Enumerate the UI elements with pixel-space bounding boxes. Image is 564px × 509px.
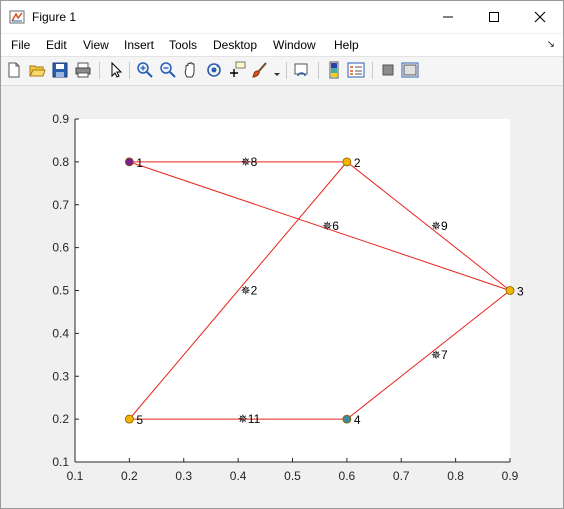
toolbar-separator (318, 62, 319, 79)
menu-view[interactable]: View (83, 38, 109, 52)
maximize-icon (489, 12, 499, 22)
edge-label: ✵7 (431, 348, 448, 362)
menu-edit[interactable]: Edit (46, 38, 67, 52)
window-title: Figure 1 (32, 10, 77, 24)
close-icon (534, 11, 546, 23)
menu-bar: File Edit View Insert Tools Desktop Wind… (1, 34, 563, 57)
minimize-button[interactable] (425, 1, 471, 33)
zoom-out-icon[interactable] (159, 61, 177, 79)
graph-node[interactable] (505, 286, 515, 295)
show-plot-tools-icon[interactable] (401, 61, 419, 79)
edge-label: ✵2 (241, 284, 258, 298)
menu-help[interactable]: Help (334, 38, 359, 52)
node-label: 3 (517, 285, 524, 299)
graph-edge[interactable] (346, 161, 511, 291)
data-cursor-icon[interactable] (228, 61, 246, 79)
x-tick-label: 0.6 (339, 469, 356, 483)
edge-label: ✵11 (238, 412, 261, 426)
pan-hand-icon[interactable] (182, 61, 200, 79)
y-tick-label: 0.5 (52, 284, 69, 298)
y-tick-label: 0.8 (52, 155, 69, 169)
new-figure-icon[interactable] (5, 61, 23, 79)
y-tick-label: 0.3 (52, 369, 69, 383)
maximize-button[interactable] (471, 1, 517, 33)
brush-icon[interactable] (251, 61, 269, 79)
x-tick-label: 0.7 (393, 469, 410, 483)
link-plot-icon[interactable] (293, 61, 311, 79)
legend-icon[interactable] (347, 61, 365, 79)
close-button[interactable] (517, 1, 563, 33)
hide-plot-tools-icon[interactable] (379, 61, 397, 79)
rotate-3d-icon[interactable] (205, 61, 223, 79)
figure-canvas: 0.1 0.2 0.3 0.4 0.5 0.6 0.7 0.8 0.9 0.1 0.2 0.3 0.4 0… (1, 86, 563, 508)
node-label: 2 (354, 156, 361, 170)
x-tick-label: 0.9 (502, 469, 519, 483)
x-tick-label: 0.1 (67, 469, 84, 483)
graph-edge[interactable] (128, 161, 348, 420)
y-tick-label: 0.9 (52, 112, 69, 126)
x-tick-label: 0.8 (447, 469, 464, 483)
edit-plot-arrow-icon[interactable] (107, 61, 125, 79)
toolbar-separator (286, 62, 287, 79)
axes-background[interactable] (75, 119, 510, 462)
zoom-in-icon[interactable] (136, 61, 154, 79)
graph-plot[interactable]: 0.1 0.2 0.3 0.4 0.5 0.6 0.7 0.8 0.9 0.1 0.2 0.3 0.4 0… (1, 86, 563, 508)
x-tick-label: 0.3 (175, 469, 192, 483)
node-label: 5 (136, 413, 143, 427)
edge-label: ✵9 (431, 219, 448, 233)
menu-window[interactable]: Window (273, 38, 316, 52)
dock-arrow-icon[interactable]: ↘ (546, 39, 555, 50)
graph-node[interactable] (342, 414, 352, 424)
title-bar[interactable]: Figure 1 (1, 1, 563, 33)
menu-desktop[interactable]: Desktop (213, 38, 258, 52)
toolbar-separator (99, 62, 100, 79)
graph-edge[interactable] (346, 290, 511, 420)
menu-insert[interactable]: Insert (124, 38, 155, 52)
toolbar-separator (129, 62, 130, 79)
open-file-icon[interactable] (28, 61, 46, 79)
figure-toolbar (1, 57, 563, 86)
menu-tools[interactable]: Tools (169, 38, 198, 52)
y-tick-label: 0.2 (52, 412, 69, 426)
edge-label: ✵6 (322, 219, 339, 233)
colorbar-icon[interactable] (325, 61, 343, 79)
chevron-down-icon[interactable] (273, 71, 281, 79)
menu-file[interactable]: File (11, 38, 31, 52)
save-icon[interactable] (51, 61, 69, 79)
node-label: 4 (354, 413, 361, 427)
print-icon[interactable] (74, 61, 92, 79)
edge-label: ✵8 (241, 155, 258, 169)
x-tick-label: 0.5 (284, 469, 301, 483)
graph-node[interactable] (124, 414, 134, 424)
graph-node[interactable] (124, 157, 134, 167)
x-tick-label: 0.4 (230, 469, 247, 483)
matlab-figure-icon (9, 10, 25, 24)
y-tick-label: 0.4 (52, 326, 69, 340)
y-tick-label: 0.6 (52, 241, 69, 255)
y-tick-label: 0.1 (52, 455, 69, 469)
graph-edge[interactable] (129, 161, 511, 291)
graph-node[interactable] (342, 157, 352, 167)
toolbar-separator (372, 62, 373, 79)
x-tick-label: 0.2 (121, 469, 138, 483)
node-label: 1 (136, 156, 143, 170)
y-tick-label: 0.7 (52, 198, 69, 212)
minimize-icon (443, 16, 453, 18)
